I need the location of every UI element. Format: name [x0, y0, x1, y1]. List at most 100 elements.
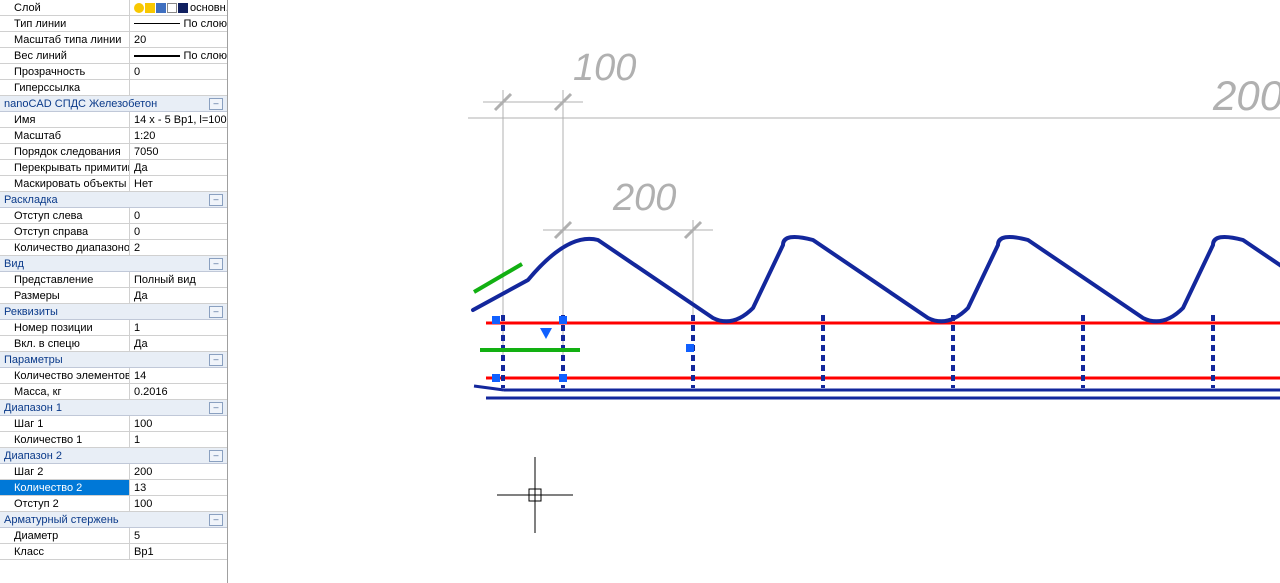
grip[interactable] [686, 344, 694, 352]
property-label: Масштаб типа линии [0, 32, 130, 47]
grip[interactable] [492, 316, 500, 324]
property-label: Прозрачность [0, 64, 130, 79]
section-title: Параметры [4, 354, 63, 366]
grip[interactable] [559, 316, 567, 324]
property-value[interactable]: 14 x - 5 Вр1, l=100 [130, 112, 227, 127]
section-header[interactable]: Параметры – [0, 352, 227, 368]
property-label: Класс [0, 544, 130, 559]
dim-200-text: 200 [612, 177, 676, 219]
collapse-icon[interactable]: – [209, 98, 223, 110]
property-value[interactable]: основн... [130, 0, 227, 15]
section-header[interactable]: Арматурный стержень – [0, 512, 227, 528]
lineweight-sample-icon [134, 55, 180, 57]
property-label: Шаг 1 [0, 416, 130, 431]
collapse-icon[interactable]: – [209, 194, 223, 206]
collapse-icon[interactable]: – [209, 306, 223, 318]
property-value[interactable]: 2 [130, 240, 227, 255]
property-row[interactable]: Тип линииПо слою [0, 16, 227, 32]
property-label: Отступ справа [0, 224, 130, 239]
property-row[interactable]: Диаметр5 [0, 528, 227, 544]
section-header[interactable]: Диапазон 1– [0, 400, 227, 416]
grip-arrow[interactable] [540, 328, 552, 339]
drawing-svg: 100200200x12=2400 [228, 0, 1280, 583]
property-value[interactable]: 1 [130, 320, 227, 335]
property-label: Отступ 2 [0, 496, 130, 511]
property-row[interactable]: Гиперссылка [0, 80, 227, 96]
property-row[interactable]: Номер позиции1 [0, 320, 227, 336]
property-row[interactable]: РазмерыДа [0, 288, 227, 304]
property-value[interactable]: Да [130, 160, 227, 175]
property-value[interactable]: Да [130, 336, 227, 351]
collapse-icon[interactable]: – [209, 258, 223, 270]
property-value[interactable]: 200 [130, 464, 227, 479]
section-header[interactable]: nanoCAD СПДС Железобетон – [0, 96, 227, 112]
property-row[interactable]: Количество диапазонов2 [0, 240, 227, 256]
section-header[interactable]: Раскладка– [0, 192, 227, 208]
collapse-icon[interactable]: – [209, 450, 223, 462]
property-row[interactable]: Перекрывать примитивыДа [0, 160, 227, 176]
property-value[interactable]: 7050 [130, 144, 227, 159]
property-value[interactable]: 5 [130, 528, 227, 543]
property-row[interactable]: Количество элементов14 [0, 368, 227, 384]
property-value[interactable]: По слою [130, 16, 227, 31]
linetype-sample-icon [134, 23, 180, 24]
property-row[interactable]: Количество 11 [0, 432, 227, 448]
property-row[interactable]: Масштаб1:20 [0, 128, 227, 144]
property-row[interactable]: Шаг 2200 [0, 464, 227, 480]
property-row[interactable]: Отступ справа0 [0, 224, 227, 240]
property-value[interactable]: 14 [130, 368, 227, 383]
property-row[interactable]: Слойосновн... [0, 0, 227, 16]
property-value[interactable]: 1 [130, 432, 227, 447]
property-row[interactable]: Отступ слева0 [0, 208, 227, 224]
property-row[interactable]: Вес линийПо слою [0, 48, 227, 64]
property-value[interactable]: 100 [130, 416, 227, 431]
property-value[interactable]: Нет [130, 176, 227, 191]
property-label: Количество элементов [0, 368, 130, 383]
property-label: Диаметр [0, 528, 130, 543]
property-value[interactable]: По слою [130, 48, 227, 63]
property-row[interactable]: Отступ 2100 [0, 496, 227, 512]
property-label: Перекрывать примитивы [0, 160, 130, 175]
property-label: Количество 1 [0, 432, 130, 447]
property-value[interactable]: 0 [130, 224, 227, 239]
section-header[interactable]: Диапазон 2– [0, 448, 227, 464]
property-value[interactable]: Да [130, 288, 227, 303]
property-row[interactable]: Имя14 x - 5 Вр1, l=100 [0, 112, 227, 128]
property-row[interactable]: Шаг 1100 [0, 416, 227, 432]
property-row[interactable]: Масштаб типа линии20 [0, 32, 227, 48]
property-label: Порядок следования [0, 144, 130, 159]
drawing-viewport[interactable]: 100200200x12=2400 [228, 0, 1280, 583]
grip[interactable] [559, 374, 567, 382]
section-header[interactable]: Реквизиты– [0, 304, 227, 320]
property-value[interactable]: 0.2016 [130, 384, 227, 399]
property-row[interactable]: Маскировать объектыНет [0, 176, 227, 192]
property-row[interactable]: Порядок следования7050 [0, 144, 227, 160]
property-value[interactable]: 0 [130, 64, 227, 79]
property-value[interactable]: Вр1 [130, 544, 227, 559]
property-value[interactable]: Полный вид [130, 272, 227, 287]
section-title: Арматурный стержень [4, 514, 119, 526]
rebar-wave [473, 237, 1280, 321]
property-row[interactable]: Прозрачность0 [0, 64, 227, 80]
collapse-icon[interactable]: – [209, 514, 223, 526]
property-row[interactable]: Количество 213 [0, 480, 227, 496]
property-value[interactable] [130, 80, 227, 95]
property-label: Масса, кг [0, 384, 130, 399]
property-row[interactable]: Масса, кг0.2016 [0, 384, 227, 400]
property-value[interactable]: 100 [130, 496, 227, 511]
property-value[interactable]: 1:20 [130, 128, 227, 143]
grip[interactable] [492, 374, 500, 382]
property-value[interactable]: 13 [130, 480, 227, 495]
collapse-icon[interactable]: – [209, 354, 223, 366]
dim-big-text: 200x12=2400 [1212, 72, 1280, 119]
property-row[interactable]: ПредставлениеПолный вид [0, 272, 227, 288]
property-label: Вкл. в спецю [0, 336, 130, 351]
property-value[interactable]: 20 [130, 32, 227, 47]
property-value[interactable]: 0 [130, 208, 227, 223]
section-header[interactable]: Вид– [0, 256, 227, 272]
collapse-icon[interactable]: – [209, 402, 223, 414]
property-row[interactable]: КлассВр1 [0, 544, 227, 560]
property-label: Количество диапазонов [0, 240, 130, 255]
section-title: nanoCAD СПДС Железобетон [4, 98, 157, 110]
property-row[interactable]: Вкл. в спецюДа [0, 336, 227, 352]
